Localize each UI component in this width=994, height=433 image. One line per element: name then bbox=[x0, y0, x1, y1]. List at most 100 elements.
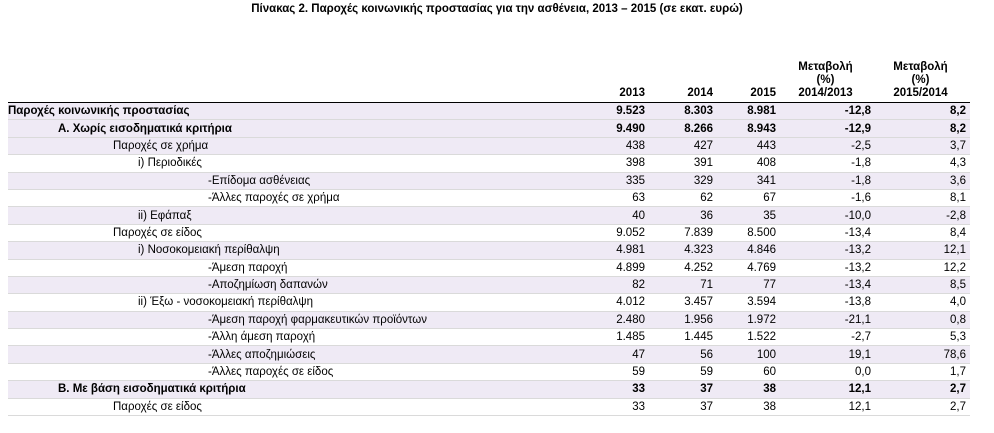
cell-2013: 9.523 bbox=[583, 102, 649, 121]
header-2013: 2013 bbox=[583, 52, 649, 103]
cell-2013: 2.480 bbox=[583, 311, 649, 330]
table-row: -Άλλη άμεση παροχή 1.485 1.445 1.522 -2,7 5,3 bbox=[8, 328, 970, 347]
table-row: Α. Χωρίς εισοδηματικά κριτήρια 9.490 8.266… bbox=[8, 119, 970, 138]
table-row: Παροχές κοινωνικής προστασίας 9.523 8.303 8… bbox=[8, 102, 970, 121]
cell-2013: 1.485 bbox=[583, 328, 649, 347]
table-row: -Άμεση παροχή 4.899 4.252 4.769 -13,2 12,2 bbox=[8, 259, 970, 277]
cell-change-2014-2013: -10,0 bbox=[780, 206, 875, 225]
row-label: -Άλλες παροχές σε είδος bbox=[8, 363, 583, 382]
cell-change-2015-2014: 8,4 bbox=[875, 224, 970, 243]
cell-change-2015-2014: 8,5 bbox=[875, 276, 970, 295]
cell-change-2015-2014: 78,6 bbox=[875, 345, 970, 364]
header-row: 2013 2014 2015 Μεταβολή (%) 2014/2013 Με… bbox=[8, 52, 970, 103]
row-label: -Άλλη άμεση παροχή bbox=[8, 328, 583, 347]
cell-2015: 4.846 bbox=[717, 241, 780, 260]
table-row: -Άλλες παροχές σε χρήμα 63 62 67 -1,6 8,1 bbox=[8, 189, 970, 208]
cell-2013: 438 bbox=[583, 137, 649, 156]
cell-2014: 1.956 bbox=[649, 311, 717, 330]
cell-2013: 33 bbox=[583, 380, 649, 399]
cell-2014: 7.839 bbox=[649, 224, 717, 243]
cell-2015: 1.522 bbox=[717, 328, 780, 347]
cell-2014: 1.445 bbox=[649, 328, 717, 347]
cell-2013: 4.012 bbox=[583, 293, 649, 312]
table-row: ii) Εφάπαξ 40 36 35 -10,0 -2,8 bbox=[8, 206, 970, 225]
cell-2014: 329 bbox=[649, 172, 717, 190]
cell-2014: 8.303 bbox=[649, 102, 717, 121]
row-label: -Άμεση παροχή bbox=[8, 259, 583, 277]
table-row: Παροχές σε χρήμα 438 427 443 -2,5 3,7 bbox=[8, 137, 970, 156]
table-row: Παροχές σε είδος 33 37 38 12,1 2,7 bbox=[8, 398, 970, 417]
cell-change-2014-2013: 12,1 bbox=[780, 380, 875, 399]
cell-2015: 341 bbox=[717, 172, 780, 190]
table-row: ii) Έξω - νοσοκομειακή περίθαλψη 4.012 3.4… bbox=[8, 293, 970, 312]
cell-2013: 59 bbox=[583, 363, 649, 382]
cell-change-2015-2014: 4,0 bbox=[875, 293, 970, 312]
cell-2014: 4.252 bbox=[649, 259, 717, 277]
table-row: -Αποζημίωση δαπανών 82 71 77 -13,4 8,5 bbox=[8, 276, 970, 295]
cell-2014: 4.323 bbox=[649, 241, 717, 260]
cell-change-2014-2013: 0,0 bbox=[780, 363, 875, 382]
cell-change-2015-2014: 1,7 bbox=[875, 363, 970, 382]
row-label: ii) Εφάπαξ bbox=[8, 206, 583, 225]
header-change-2014-2013: Μεταβολή (%) 2014/2013 bbox=[780, 52, 875, 103]
table-row: -Επίδομα ασθένειας 335 329 341 -1,8 3,6 bbox=[8, 172, 970, 190]
header-2015: 2015 bbox=[717, 52, 780, 103]
cell-2014: 71 bbox=[649, 276, 717, 295]
row-label: i) Νοσοκομειακή περίθαλψη bbox=[8, 241, 583, 260]
cell-2013: 9.052 bbox=[583, 224, 649, 243]
cell-change-2015-2014: 2,7 bbox=[875, 398, 970, 417]
cell-2014: 391 bbox=[649, 154, 717, 173]
cell-2015: 8.943 bbox=[717, 119, 780, 138]
cell-change-2015-2014: 8,2 bbox=[875, 102, 970, 121]
cell-change-2014-2013: 12,1 bbox=[780, 398, 875, 417]
cell-change-2014-2013: -13,8 bbox=[780, 293, 875, 312]
cell-2015: 60 bbox=[717, 363, 780, 382]
table-row: Παροχές σε είδος 9.052 7.839 8.500 -13,4 8,4 bbox=[8, 224, 970, 243]
cell-change-2014-2013: -12,9 bbox=[780, 119, 875, 138]
cell-change-2014-2013: -1,8 bbox=[780, 154, 875, 173]
row-label: Παροχές σε είδος bbox=[8, 398, 583, 417]
cell-2014: 8.266 bbox=[649, 119, 717, 138]
benefits-table: 2013 2014 2015 Μεταβολή (%) 2014/2013 Με… bbox=[8, 52, 970, 417]
cell-2015: 100 bbox=[717, 345, 780, 364]
cell-2013: 40 bbox=[583, 206, 649, 225]
cell-2013: 63 bbox=[583, 189, 649, 208]
cell-2014: 62 bbox=[649, 189, 717, 208]
cell-change-2014-2013: -13,2 bbox=[780, 241, 875, 260]
cell-change-2015-2014: 2,7 bbox=[875, 380, 970, 399]
cell-2014: 36 bbox=[649, 206, 717, 225]
row-label: Παροχές κοινωνικής προστασίας bbox=[8, 102, 583, 121]
cell-2013: 9.490 bbox=[583, 119, 649, 138]
cell-2015: 8.981 bbox=[717, 102, 780, 121]
row-label: Α. Χωρίς εισοδηματικά κριτήρια bbox=[8, 119, 583, 138]
table-row: -Άλλες αποζημιώσεις 47 56 100 19,1 78,6 bbox=[8, 345, 970, 364]
row-label: -Άλλες παροχές σε χρήμα bbox=[8, 189, 583, 208]
cell-change-2014-2013: -13,4 bbox=[780, 224, 875, 243]
cell-2015: 408 bbox=[717, 154, 780, 173]
cell-change-2015-2014: 12,2 bbox=[875, 259, 970, 277]
cell-change-2014-2013: -2,7 bbox=[780, 328, 875, 347]
cell-2014: 37 bbox=[649, 398, 717, 417]
cell-change-2015-2014: 4,3 bbox=[875, 154, 970, 173]
cell-change-2014-2013: -13,2 bbox=[780, 259, 875, 277]
cell-2015: 1.972 bbox=[717, 311, 780, 330]
row-label: Β. Με βάση εισοδηματικά κριτήρια bbox=[8, 380, 583, 399]
cell-change-2015-2014: 3,7 bbox=[875, 137, 970, 156]
cell-2015: 67 bbox=[717, 189, 780, 208]
cell-2013: 398 bbox=[583, 154, 649, 173]
cell-change-2015-2014: 3,6 bbox=[875, 172, 970, 190]
cell-change-2014-2013: -1,6 bbox=[780, 189, 875, 208]
cell-2015: 35 bbox=[717, 206, 780, 225]
cell-2015: 443 bbox=[717, 137, 780, 156]
header-2014: 2014 bbox=[649, 52, 717, 103]
table-title: Πίνακας 2. Παροχές κοινωνικής προστασίας… bbox=[251, 3, 743, 15]
cell-2013: 33 bbox=[583, 398, 649, 417]
cell-change-2014-2013: -13,4 bbox=[780, 276, 875, 295]
header-change-2015-2014: Μεταβολή (%) 2015/2014 bbox=[875, 52, 970, 103]
cell-change-2014-2013: -12,8 bbox=[780, 102, 875, 121]
cell-change-2014-2013: 19,1 bbox=[780, 345, 875, 364]
cell-2013: 4.981 bbox=[583, 241, 649, 260]
cell-2015: 77 bbox=[717, 276, 780, 295]
cell-change-2015-2014: 8,1 bbox=[875, 189, 970, 208]
cell-2015: 38 bbox=[717, 380, 780, 399]
